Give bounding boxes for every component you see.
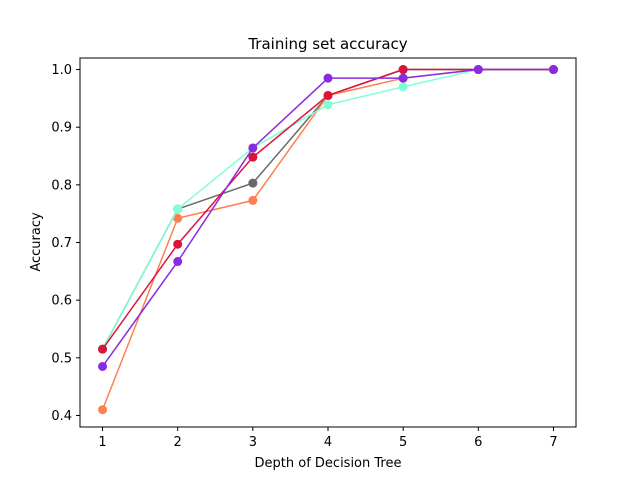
y-axis-label: Accuracy <box>29 212 44 272</box>
x-axis-label: Depth of Decision Tree <box>255 456 402 471</box>
data-point <box>398 65 408 75</box>
x-axis-ticks: 1 2 3 4 5 6 7 <box>98 427 558 450</box>
data-point <box>548 65 558 75</box>
data-point <box>98 361 108 371</box>
x-tick-label: 2 <box>174 435 182 450</box>
data-point <box>248 152 258 162</box>
y-tick-label: 0.9 <box>51 121 72 136</box>
data-point <box>248 178 258 188</box>
y-tick-label: 0.8 <box>51 178 72 193</box>
data-point <box>173 204 183 214</box>
series-line <box>101 68 554 410</box>
series-4 <box>98 65 558 371</box>
data-point <box>248 143 258 153</box>
x-tick-label: 4 <box>324 435 332 450</box>
x-tick-label: 5 <box>399 435 407 450</box>
data-point <box>323 73 333 83</box>
data-point <box>98 405 108 415</box>
data-point <box>248 195 258 205</box>
x-tick-label: 3 <box>249 435 257 450</box>
data-point <box>173 257 183 267</box>
data-point <box>98 344 108 354</box>
series-line <box>101 68 554 367</box>
data-point <box>323 90 333 100</box>
data-point <box>398 73 408 83</box>
plot-frame <box>79 57 577 428</box>
data-point <box>323 100 333 110</box>
series-1 <box>98 65 558 415</box>
data-point <box>398 82 408 92</box>
series-line <box>101 68 554 350</box>
y-tick-label: 1.0 <box>51 63 72 78</box>
series-line <box>101 68 554 350</box>
x-tick-label: 1 <box>98 435 106 450</box>
x-tick-label: 7 <box>549 435 557 450</box>
series-2 <box>98 65 558 354</box>
chart-title: Training set accuracy <box>247 35 407 53</box>
y-tick-label: 0.4 <box>51 409 72 424</box>
series-layer <box>98 65 558 415</box>
data-point <box>173 239 183 249</box>
series-line <box>101 68 554 350</box>
data-point <box>473 65 483 75</box>
y-tick-label: 0.6 <box>51 294 72 309</box>
y-tick-label: 0.5 <box>51 351 72 366</box>
y-axis-ticks: 0.4 0.5 0.6 0.7 0.8 0.9 1.0 <box>51 63 80 424</box>
x-tick-label: 6 <box>474 435 482 450</box>
y-tick-label: 0.7 <box>51 236 72 251</box>
data-point <box>173 213 183 223</box>
